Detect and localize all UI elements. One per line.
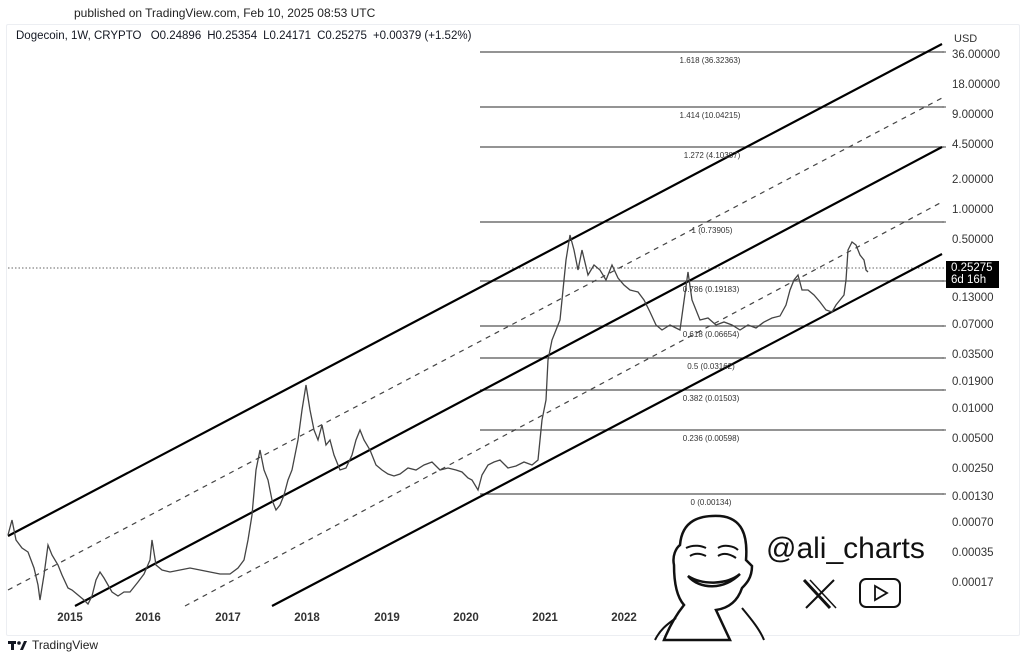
ohlc-close: C0.25275 (317, 30, 367, 42)
price-label: 0.00070 (952, 517, 994, 529)
ohlc-low: L0.24171 (263, 30, 312, 42)
price-label: 0.00130 (952, 491, 994, 503)
time-label: 2022 (611, 612, 637, 624)
ohlc-high: H0.25354 (207, 30, 258, 42)
fib-label-0: 0 (0.00134) (690, 498, 732, 507)
fib-label-0786: 0.786 (0.19183) (682, 285, 740, 294)
symbol-name[interactable]: Dogecoin, 1W, CRYPTO (16, 30, 142, 42)
current-price-value: 0.25275 (951, 262, 993, 274)
price-label: 0.00250 (952, 463, 994, 475)
fib-label-1: 1 (0.73905) (691, 226, 733, 235)
price-label: 0.13000 (952, 292, 994, 304)
price-series (7, 234, 869, 606)
price-label: 0.01900 (952, 376, 994, 388)
current-price-tag: 0.25275 6d 16h (946, 261, 999, 288)
time-label: 2019 (374, 612, 400, 624)
fib-label-0618: 0.618 (0.06654) (682, 330, 740, 339)
published-note: published on TradingView.com, Feb 10, 20… (74, 6, 376, 20)
channel-lines (7, 43, 943, 607)
bar-countdown: 6d 16h (951, 274, 987, 286)
fib-lines (480, 51, 944, 495)
tradingview-brand[interactable]: TradingView (32, 638, 99, 652)
fib-label-1618: 1.618 (36.32363) (679, 56, 741, 65)
fib-label-1272: 1.272 (4.10387) (683, 151, 741, 160)
fib-label-0382: 0.382 (0.01503) (682, 394, 740, 403)
price-label: 18.00000 (952, 79, 1000, 91)
price-label: 9.00000 (952, 109, 994, 121)
price-label: 0.00017 (952, 577, 994, 589)
x-logo-icon (802, 578, 837, 610)
price-label: 0.00500 (952, 433, 994, 445)
fib-label-0236: 0.236 (0.00598) (682, 434, 740, 443)
currency-button[interactable]: USD (954, 33, 978, 45)
time-label: 2018 (294, 612, 320, 624)
fib-label-1414: 1.414 (10.04215) (679, 111, 741, 120)
tradingview-logo-icon (8, 641, 27, 650)
chart-frame (6, 24, 1020, 636)
price-label: 0.50000 (952, 234, 994, 246)
price-label: 2.00000 (952, 174, 994, 186)
price-label: 0.03500 (952, 349, 994, 361)
symbol-legend: Dogecoin, 1W, CRYPTO O0.24896 H0.25354 L0.… (16, 30, 477, 42)
ohlc-change: +0.00379 (+1.52%) (372, 30, 472, 42)
time-label: 2015 (57, 612, 83, 624)
time-label: 2021 (532, 612, 558, 624)
price-label: 0.01000 (952, 403, 994, 415)
price-label: 1.00000 (952, 204, 994, 216)
ohlc-open: O0.24896 (150, 30, 202, 42)
fib-label-05: 0.5 (0.03162) (687, 362, 735, 371)
watermark-handle: @ali_charts (766, 532, 925, 565)
price-label: 0.00035 (952, 547, 994, 559)
youtube-icon (859, 578, 901, 608)
time-label: 2016 (135, 612, 161, 624)
time-label: 2020 (453, 612, 479, 624)
channel-midlines (7, 97, 943, 607)
price-label: 36.00000 (952, 49, 1000, 61)
time-label: 2017 (215, 612, 241, 624)
price-label: 4.50000 (952, 139, 994, 151)
troll-face-watermark (654, 514, 765, 642)
axis-ticks (942, 51, 946, 495)
price-label: 0.07000 (952, 319, 994, 331)
